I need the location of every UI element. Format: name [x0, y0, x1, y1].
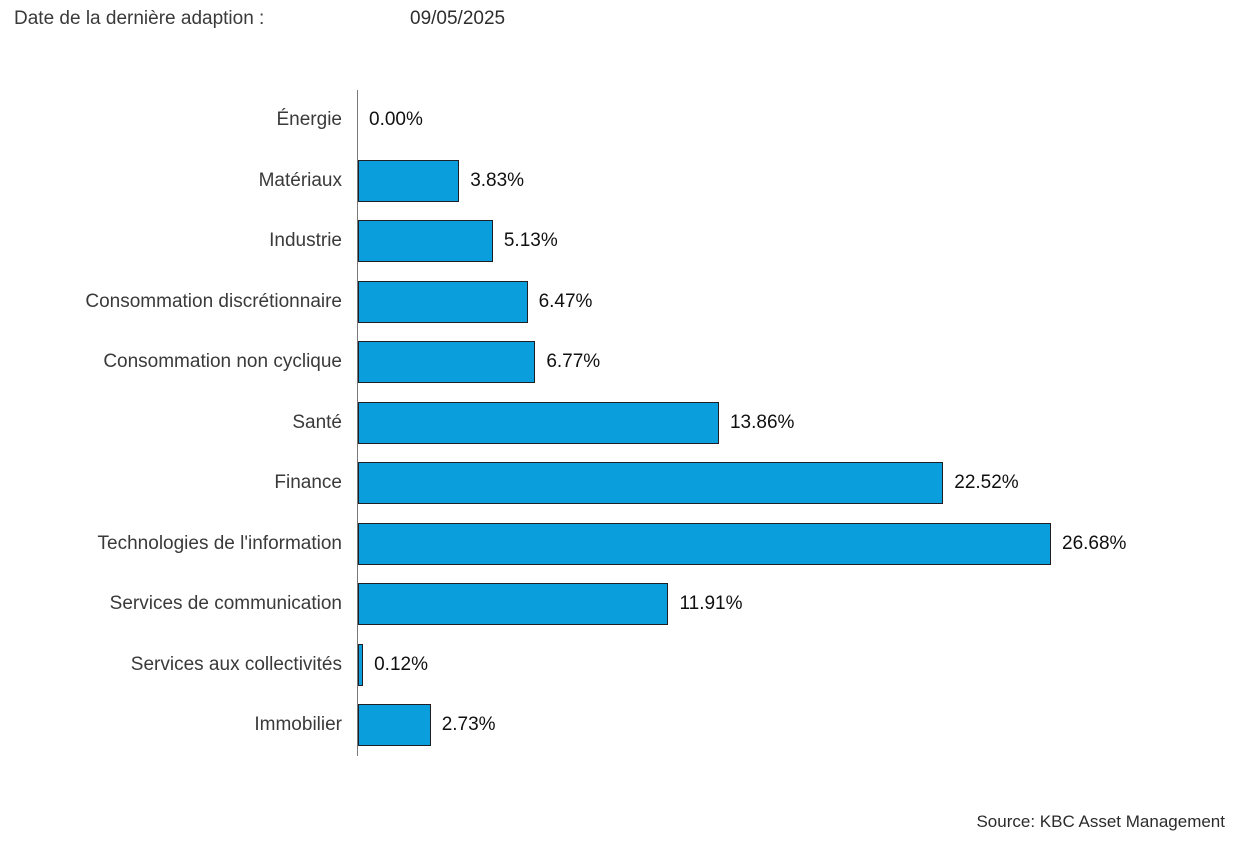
bar: [358, 401, 719, 444]
bar-row: Consommation discrétionnaire 6.47%: [0, 271, 1250, 332]
bar-area: 2.73%: [357, 695, 1250, 756]
bar-area: 0.12%: [357, 634, 1250, 695]
bar-area: 3.83%: [357, 150, 1250, 211]
bar-area: 13.86%: [357, 392, 1250, 453]
bar-row: Finance 22.52%: [0, 453, 1250, 514]
bar-area: 26.68%: [357, 513, 1250, 574]
category-label: Santé: [292, 411, 342, 433]
bar: [358, 280, 528, 323]
source-caption: Source: KBC Asset Management: [976, 812, 1225, 831]
category-label: Industrie: [269, 230, 342, 252]
bar-row: Énergie 0.00%: [0, 90, 1250, 151]
value-label: 6.77%: [546, 351, 601, 373]
bar-area: 5.13%: [357, 211, 1250, 272]
bar-area: 0.00%: [357, 90, 1250, 151]
value-label: 13.86%: [729, 411, 795, 433]
bar-row: Consommation non cyclique 6.77%: [0, 332, 1250, 393]
bar: [358, 643, 364, 686]
bar-area: 6.77%: [357, 332, 1250, 393]
value-label: 6.47%: [538, 290, 593, 312]
value-label: 0.12%: [374, 653, 428, 675]
category-label: Technologies de l'information: [97, 532, 342, 554]
bar-area: 6.47%: [357, 271, 1250, 332]
category-label: Consommation non cyclique: [103, 351, 342, 373]
bar: [358, 159, 460, 202]
bar-row: Industrie 5.13%: [0, 211, 1250, 272]
value-label: 22.52%: [954, 472, 1019, 494]
chart-header: Date de la dernière adaption : 09/05/202…: [14, 8, 505, 30]
value-label: 3.83%: [470, 169, 525, 191]
bar-area: 11.91%: [357, 574, 1250, 635]
bar-row: Services aux collectivités 0.12%: [0, 634, 1250, 695]
sector-allocation-bar-chart: Énergie 0.00% Matériaux 3.83% Industrie 5.13%…: [0, 90, 1250, 756]
bar: [358, 704, 431, 747]
value-label: 11.91%: [679, 593, 743, 615]
bar-row: Santé 13.86%: [0, 392, 1250, 453]
bar-row: Technologies de l'information 26.68%: [0, 513, 1250, 574]
value-label: 0.00%: [369, 109, 423, 131]
bar: [358, 220, 493, 263]
bar-row: Matériaux 3.83%: [0, 150, 1250, 211]
bar-row: Immobilier 2.73%: [0, 695, 1250, 756]
category-label: Services aux collectivités: [130, 653, 342, 675]
bar: [358, 341, 536, 384]
category-label: Énergie: [276, 109, 343, 131]
category-label: Matériaux: [258, 169, 342, 191]
value-label: 26.68%: [1062, 532, 1127, 554]
bar: [358, 583, 669, 626]
value-label: 5.13%: [503, 230, 558, 252]
category-label: Immobilier: [254, 714, 342, 736]
category-label: Services de communication: [109, 593, 342, 615]
bar-row: Services de communication 11.91%: [0, 574, 1250, 635]
bar: [358, 522, 1051, 565]
last-adaptation-date: 09/05/2025: [410, 8, 506, 29]
last-adaptation-label: Date de la dernière adaption :: [14, 8, 265, 29]
value-label: 2.73%: [441, 714, 496, 736]
category-label: Consommation discrétionnaire: [85, 290, 342, 312]
bar: [358, 462, 944, 505]
category-label: Finance: [274, 472, 342, 494]
bar-area: 22.52%: [357, 453, 1250, 514]
